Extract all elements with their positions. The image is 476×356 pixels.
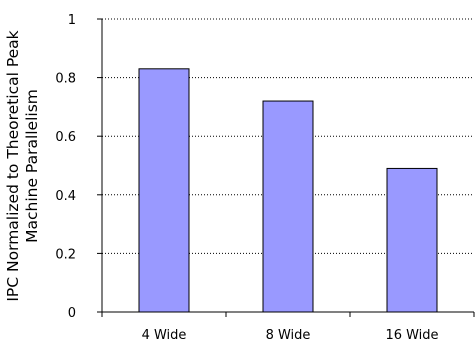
y-axis-label-line-2: Machine Parallelism [23, 89, 41, 243]
y-tick-label: 0.2 [55, 247, 76, 262]
x-tick-label: 8 Wide [266, 328, 311, 343]
y-axis-label-line-1: IPC Normalized to Theoretical Peak [4, 30, 22, 301]
x-tick-label: 16 Wide [385, 328, 438, 343]
bar-8-wide [262, 100, 314, 313]
bar-4-wide [138, 68, 190, 313]
y-tick-label: 1 [68, 13, 76, 28]
x-tick-label: 4 Wide [142, 328, 187, 343]
bars [138, 68, 438, 313]
bar-16-wide [386, 167, 438, 313]
y-axis-label: IPC Normalized to Theoretical Peak Machi… [4, 30, 41, 301]
y-tick-label: 0.6 [55, 130, 76, 145]
y-tick-label: 0.8 [55, 72, 76, 87]
y-tick-label: 0.4 [55, 189, 76, 204]
y-axis-ticks: 0 0.2 0.4 0.6 0.8 1 [55, 13, 102, 321]
x-axis-ticks: 4 Wide 8 Wide 16 Wide [101, 312, 475, 343]
y-tick-label: 0 [68, 306, 76, 321]
